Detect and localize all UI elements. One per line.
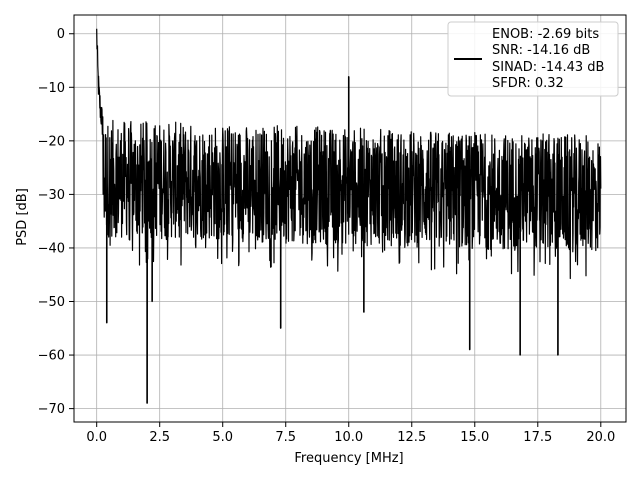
y-tick-label: −20 — [38, 134, 65, 149]
y-tick-label: −30 — [38, 188, 65, 203]
x-axis-ticks: 0.0 2.5 5.0 7.5 10.0 12.5 15.0 17.5 20.0 — [86, 422, 615, 445]
x-tick-label: 5.0 — [212, 430, 233, 445]
y-axis-ticks: 0 −10 −20 −30 −40 −50 −60 −70 — [38, 27, 74, 417]
x-tick-label: 17.5 — [523, 430, 552, 445]
x-tick-label: 7.5 — [275, 430, 296, 445]
psd-trace — [96, 28, 602, 404]
legend-snr: SNR: -14.16 dB — [492, 43, 590, 58]
y-tick-label: −70 — [38, 402, 65, 417]
y-axis-label: PSD [dB] — [15, 188, 30, 246]
x-axis-label: Frequency [MHz] — [294, 451, 403, 466]
x-tick-label: 0.0 — [86, 430, 107, 445]
legend: ENOB: -2.69 bits SNR: -14.16 dB SINAD: -… — [447, 21, 619, 97]
y-tick-label: −60 — [38, 349, 65, 364]
legend-box — [447, 21, 619, 97]
y-tick-label: 0 — [57, 27, 65, 42]
x-tick-label: 20.0 — [586, 430, 615, 445]
plot-frame — [73, 14, 627, 423]
y-tick-label: −50 — [38, 295, 65, 310]
y-tick-label: −40 — [38, 241, 65, 256]
legend-sinad: SINAD: -14.43 dB — [492, 60, 604, 75]
x-tick-label: 2.5 — [149, 430, 170, 445]
x-tick-label: 10.0 — [334, 430, 363, 445]
y-tick-label: −10 — [38, 81, 65, 96]
legend-enob: ENOB: -2.69 bits — [492, 27, 599, 42]
x-tick-label: 15.0 — [460, 430, 489, 445]
legend-sfdr: SFDR: 0.32 — [492, 76, 564, 91]
x-tick-label: 12.5 — [397, 430, 426, 445]
